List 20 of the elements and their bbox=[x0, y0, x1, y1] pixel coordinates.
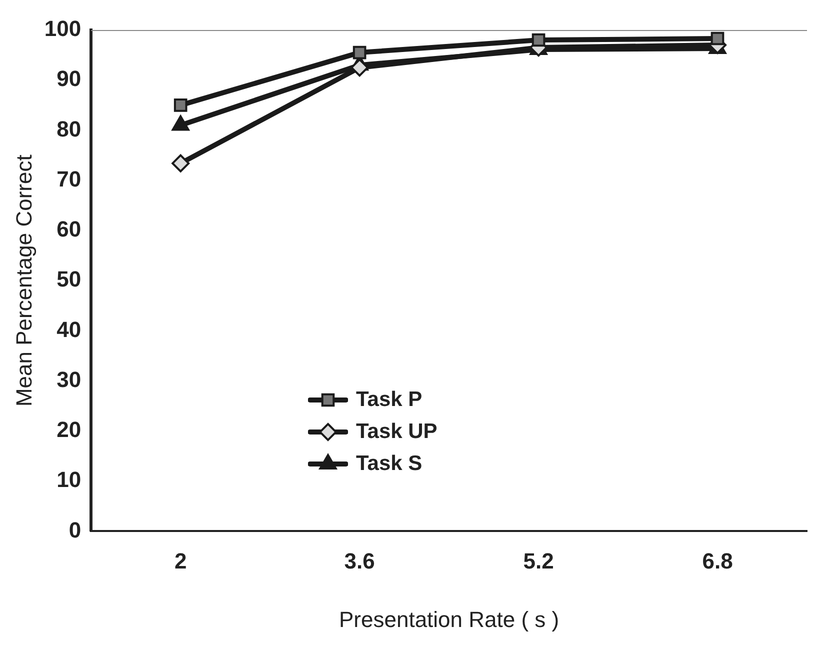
x-axis-title: Presentation Rate ( s ) bbox=[339, 606, 560, 632]
x-tick-label: 3.6 bbox=[344, 548, 375, 574]
y-tick-label: 20 bbox=[56, 417, 82, 442]
y-tick-label: 50 bbox=[56, 266, 82, 292]
y-tick-label: 10 bbox=[56, 467, 82, 492]
legend-label: Task UP bbox=[356, 420, 438, 444]
y-tick-label: 40 bbox=[56, 316, 82, 342]
y-tick-label: 100 bbox=[44, 16, 82, 42]
y-tick-label: 30 bbox=[56, 366, 82, 392]
x-tick-label: 2 bbox=[174, 548, 187, 574]
y-tick-label: 60 bbox=[56, 216, 82, 242]
y-axis-title: Mean Percentage Correct bbox=[11, 154, 36, 407]
y-tick-label: 90 bbox=[56, 66, 82, 92]
x-tick-label: 6.8 bbox=[702, 548, 733, 574]
y-tick-label: 0 bbox=[68, 517, 82, 542]
y-tick-label: 70 bbox=[56, 166, 82, 192]
legend-label: Task P bbox=[356, 388, 422, 412]
y-tick-label: 80 bbox=[56, 116, 82, 142]
legend-label: Task S bbox=[356, 452, 422, 476]
x-tick-label: 5.2 bbox=[523, 548, 554, 574]
